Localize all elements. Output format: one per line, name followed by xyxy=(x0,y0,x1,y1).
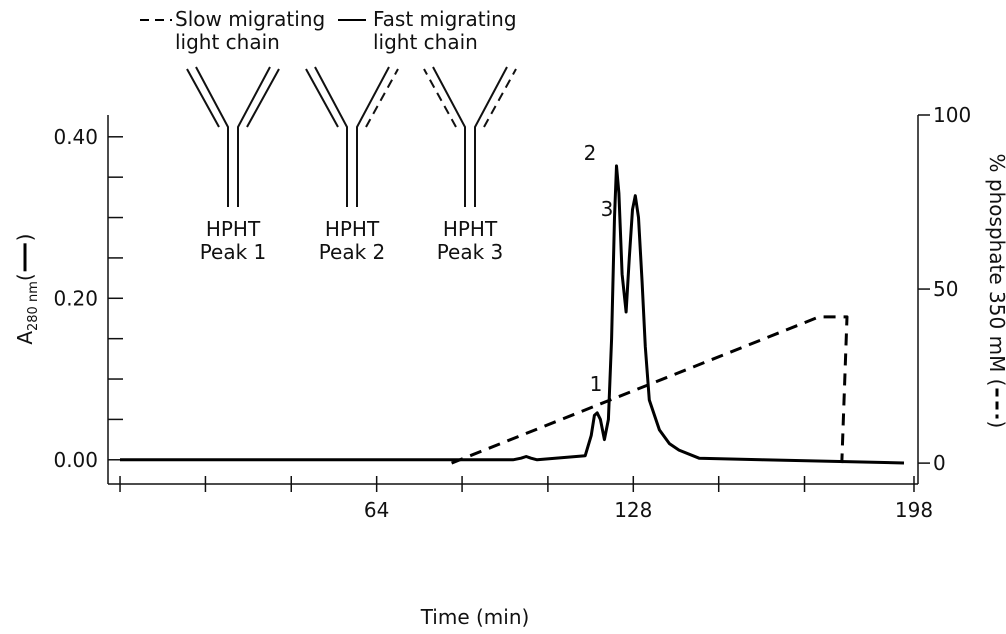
y-label-text: A280 nm( xyxy=(13,273,41,344)
y2-tick-label: 100 xyxy=(933,103,971,127)
y2-label-paren: ) xyxy=(985,420,1006,428)
x-tick-label: 198 xyxy=(895,498,933,522)
y-label-sub: 280 nm xyxy=(26,281,41,331)
y2-tick-label: 50 xyxy=(933,277,958,301)
y-label-main: A xyxy=(13,331,37,345)
y2-tick-label: 0 xyxy=(933,451,946,475)
legend-label: Slow migrating light chain xyxy=(175,7,326,54)
x-tick-label: 128 xyxy=(614,498,652,522)
heavy-chain xyxy=(432,66,508,207)
light-chain xyxy=(365,68,399,128)
axes xyxy=(107,115,919,485)
diagram-label: HPHT Peak 2 xyxy=(318,217,386,264)
y-tick-label: 0.00 xyxy=(53,448,98,472)
y-label-paren: ) xyxy=(13,234,37,242)
light-chain xyxy=(186,68,280,128)
light-chain xyxy=(423,68,517,128)
y-tick-label: 0.40 xyxy=(53,125,98,149)
y2-axis-label: % phosphate 350 mM () xyxy=(985,154,1006,429)
data-line xyxy=(120,164,905,465)
light-chain xyxy=(305,68,339,128)
heavy-chain xyxy=(195,66,271,207)
legend-label: Fast migrating light chain xyxy=(373,7,517,54)
peak-label: 1 xyxy=(590,372,603,396)
y2-label-text: % phosphate 350 mM ( xyxy=(985,154,1006,387)
x-tick-label: 64 xyxy=(364,498,389,522)
y-axis-label: A280 nm() xyxy=(13,234,41,345)
peak-label: 3 xyxy=(601,197,614,221)
y-label-paren: ( xyxy=(13,273,37,281)
antibody-diagrams xyxy=(186,66,517,207)
diagram-label: HPHT Peak 3 xyxy=(436,217,504,264)
peak-label: 2 xyxy=(584,141,597,165)
heavy-chain xyxy=(314,66,390,207)
data-line xyxy=(451,315,849,465)
x-axis-label: Time (min) xyxy=(420,605,530,629)
y-tick-label: 0.20 xyxy=(53,286,98,310)
diagram-label: HPHT Peak 1 xyxy=(199,217,267,264)
